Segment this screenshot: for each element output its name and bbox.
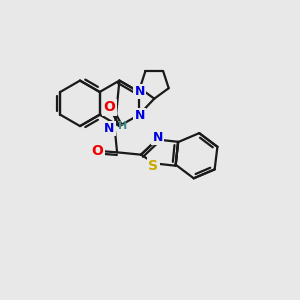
Text: H: H <box>118 121 128 131</box>
Text: N: N <box>152 131 163 144</box>
Text: O: O <box>92 144 104 158</box>
Text: O: O <box>103 100 115 114</box>
Text: N: N <box>134 85 145 98</box>
Text: N: N <box>104 122 115 135</box>
Text: N: N <box>134 109 145 122</box>
Text: S: S <box>148 159 158 173</box>
